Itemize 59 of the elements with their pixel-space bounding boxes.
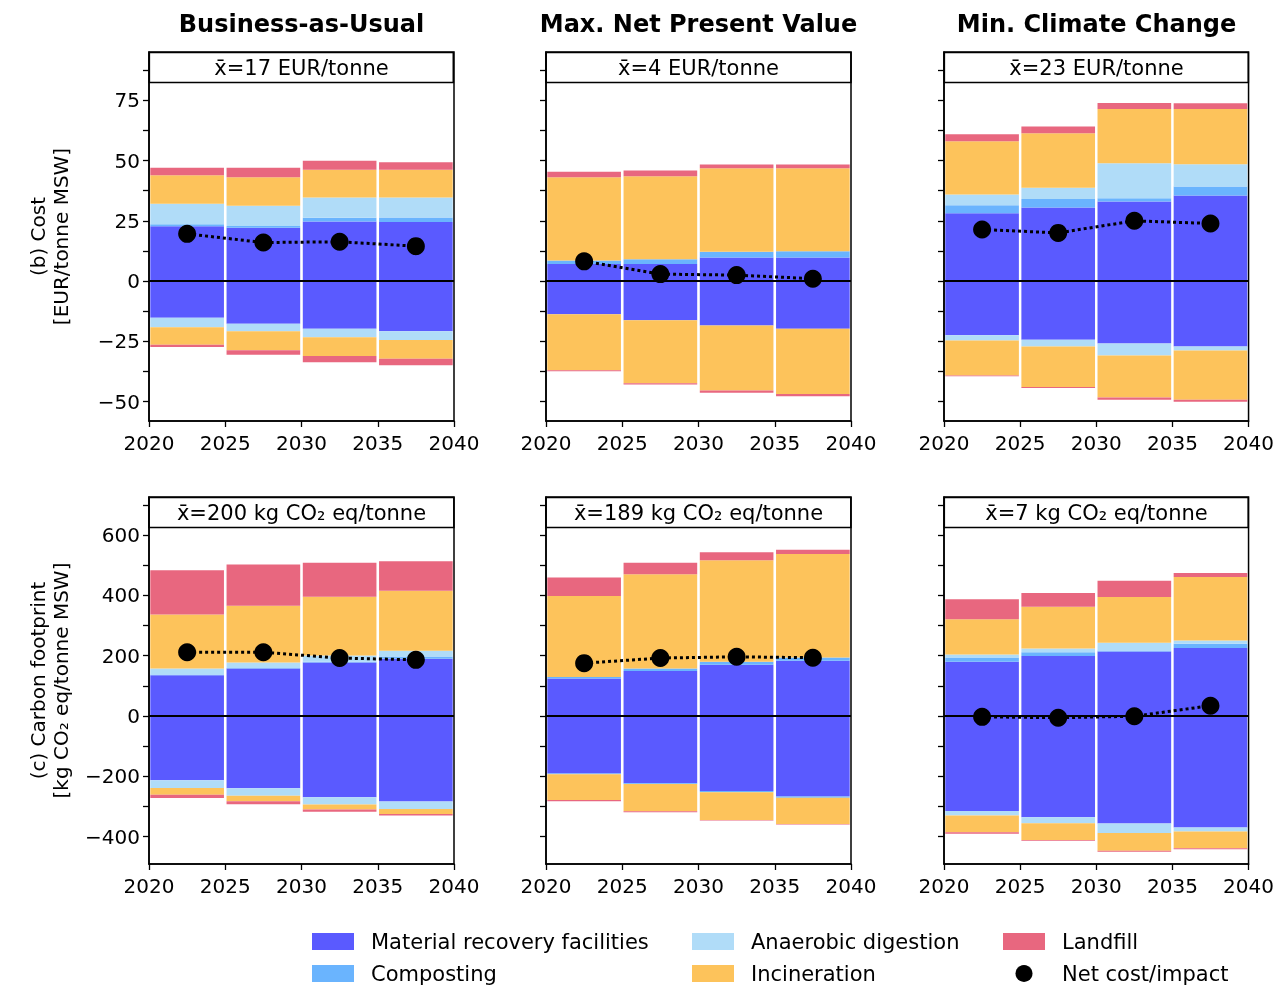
y-axis-title: (b) Cost [EUR/tonne MSW] <box>25 147 73 326</box>
legend-label: Material recovery facilities <box>371 929 649 954</box>
chart-title: Business-as-Usual <box>178 10 425 38</box>
y-tick-label: 50 <box>114 148 140 173</box>
y-tick-label: −200 <box>85 764 140 789</box>
x-tick-label: 2040 <box>825 874 877 898</box>
x-tick-label: 2035 <box>749 874 801 898</box>
y-tick-label: 400 <box>101 583 140 608</box>
x-tick-label: 2030 <box>673 431 724 455</box>
x-tick-label: 2025 <box>199 874 251 898</box>
x-tick-label: 2025 <box>994 431 1046 455</box>
y-tick-label: 75 <box>114 88 140 113</box>
x-tick-label: 2040 <box>428 874 480 898</box>
x-tick-label: 2030 <box>1070 874 1122 898</box>
y-tick-label: 25 <box>114 208 140 233</box>
y-tick-label: −25 <box>97 329 140 354</box>
x-tick-label: 2020 <box>123 874 175 898</box>
chart-subtitle: x̄=7 kg CO₂ eq/tonne <box>985 500 1208 525</box>
x-tick-label: 2025 <box>199 431 251 455</box>
x-tick-label: 2040 <box>428 431 480 455</box>
legend-label: Incineration <box>751 961 876 985</box>
y-tick-label: 0 <box>127 269 140 294</box>
y-tick-label: −400 <box>85 824 140 849</box>
y-axis-title: (c) Carbon footprint [kg CO₂ eq/tonne MSW] <box>25 562 73 799</box>
x-tick-label: 2035 <box>749 431 801 455</box>
legend-label: Landfill <box>1062 929 1139 954</box>
legend-label: Net cost/impact <box>1062 961 1229 985</box>
y-tick-label: 0 <box>127 703 140 728</box>
legend-label: Composting <box>371 961 497 985</box>
x-tick-label: 2035 <box>1146 431 1198 455</box>
x-tick-label: 2025 <box>596 431 648 455</box>
x-tick-label: 2040 <box>825 431 877 455</box>
x-tick-label: 2035 <box>1146 874 1198 898</box>
x-tick-label: 2040 <box>1223 431 1274 455</box>
x-tick-label: 2030 <box>1070 431 1122 455</box>
x-tick-label: 2020 <box>918 431 970 455</box>
x-tick-label: 2020 <box>520 431 572 455</box>
y-tick-label: 200 <box>101 643 140 668</box>
x-tick-label: 2025 <box>994 874 1046 898</box>
x-tick-label: 2020 <box>918 874 970 898</box>
chart-subtitle: x̄=189 kg CO₂ eq/tonne <box>573 500 824 525</box>
x-tick-label: 2020 <box>520 874 572 898</box>
x-tick-label: 2025 <box>596 874 648 898</box>
x-tick-label: 2035 <box>352 431 404 455</box>
x-tick-label: 2030 <box>276 874 327 898</box>
legend-label: Anaerobic digestion <box>751 929 960 954</box>
x-tick-label: 2020 <box>123 431 175 455</box>
chart-title: Max. Net Present Value <box>539 10 858 38</box>
x-tick-label: 2030 <box>673 874 724 898</box>
chart-subtitle: x̄=23 EUR/tonne <box>1009 55 1184 80</box>
y-tick-label: 600 <box>101 523 140 547</box>
y-tick-label: −50 <box>97 389 140 414</box>
chart-subtitle: x̄=4 EUR/tonne <box>618 55 780 80</box>
x-tick-label: 2030 <box>276 431 327 455</box>
chart-title: Min. Climate Change <box>956 10 1237 38</box>
x-tick-label: 2035 <box>352 874 404 898</box>
chart-subtitle: x̄=17 EUR/tonne <box>214 55 389 80</box>
chart-subtitle: x̄=200 kg CO₂ eq/tonne <box>176 500 427 525</box>
x-tick-label: 2040 <box>1223 874 1274 898</box>
